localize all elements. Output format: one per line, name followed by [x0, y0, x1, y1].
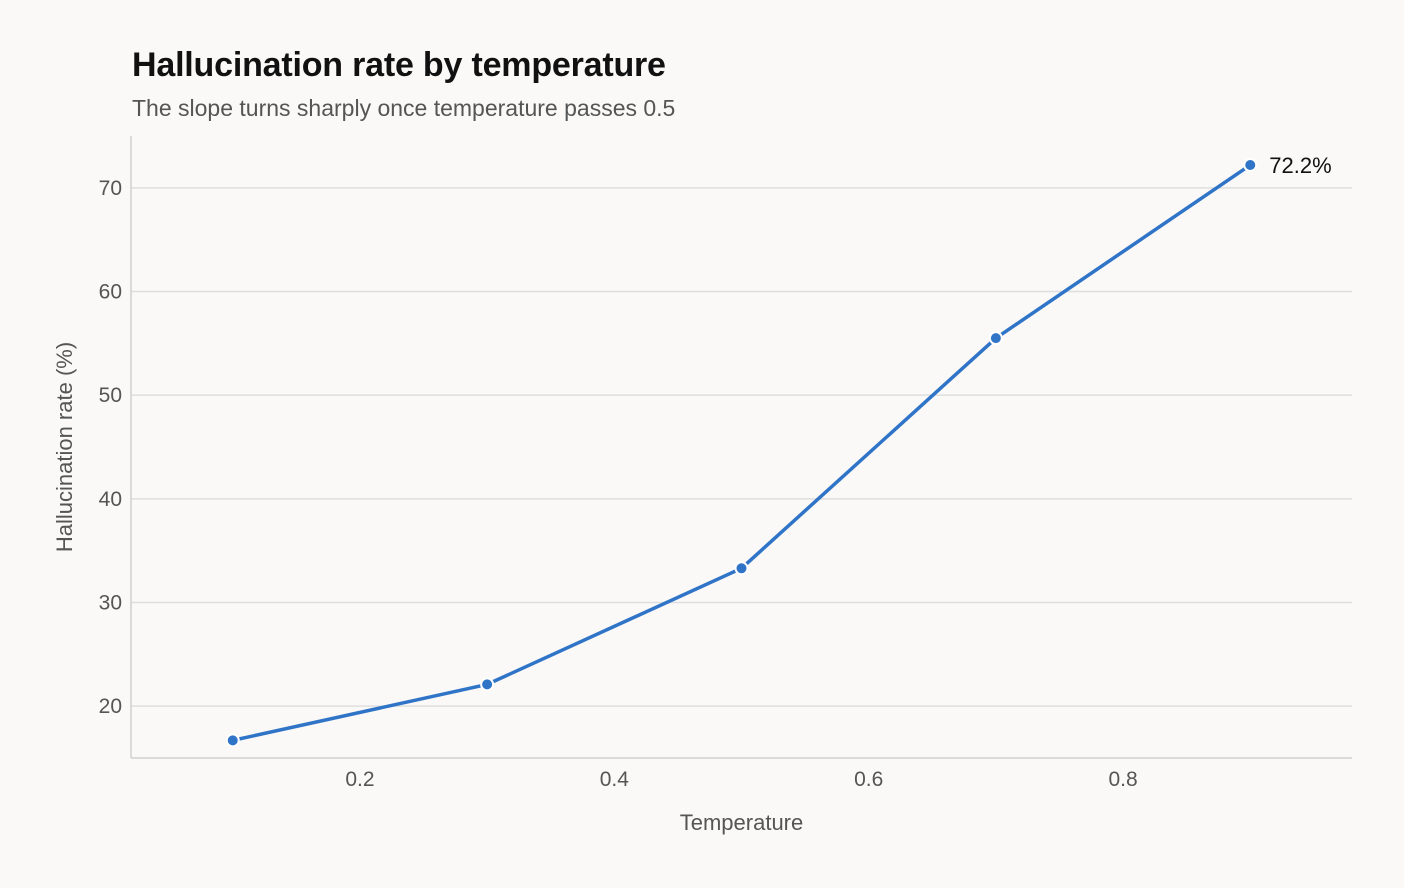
chart-subtitle: The slope turns sharply once temperature…: [132, 95, 676, 121]
y-axis-title: Hallucination rate (%): [52, 342, 77, 552]
axes: [130, 136, 1352, 759]
y-tick-label: 50: [99, 384, 122, 407]
y-tick-label: 20: [99, 695, 122, 718]
data-point: [1243, 158, 1258, 173]
grid-lines: [131, 187, 1352, 707]
data-point: [734, 561, 749, 576]
series-layer: [225, 158, 1258, 748]
x-tick-label: 0.4: [600, 768, 630, 791]
x-tick-label: 0.6: [854, 768, 883, 791]
chart-title: Hallucination rate by temperature: [132, 46, 666, 84]
y-tick-label: 70: [99, 177, 122, 200]
y-tick-label: 30: [99, 592, 122, 615]
x-tick-label: 0.8: [1108, 768, 1137, 791]
y-tick-label: 40: [99, 488, 122, 511]
x-tick-labels: 0.2 0.4 0.6 0.8: [345, 768, 1137, 791]
annotations: 72.2%: [1269, 153, 1331, 178]
series-line: [231, 163, 1252, 743]
y-tick-labels: 20 30 40 50 60 70: [99, 177, 122, 718]
data-point: [988, 331, 1003, 346]
data-point: [225, 733, 240, 748]
data-label: 72.2%: [1269, 153, 1331, 178]
x-tick-label: 0.2: [345, 768, 374, 791]
x-axis-title: Temperature: [680, 810, 804, 835]
data-point: [480, 677, 495, 692]
y-tick-label: 60: [99, 281, 122, 304]
